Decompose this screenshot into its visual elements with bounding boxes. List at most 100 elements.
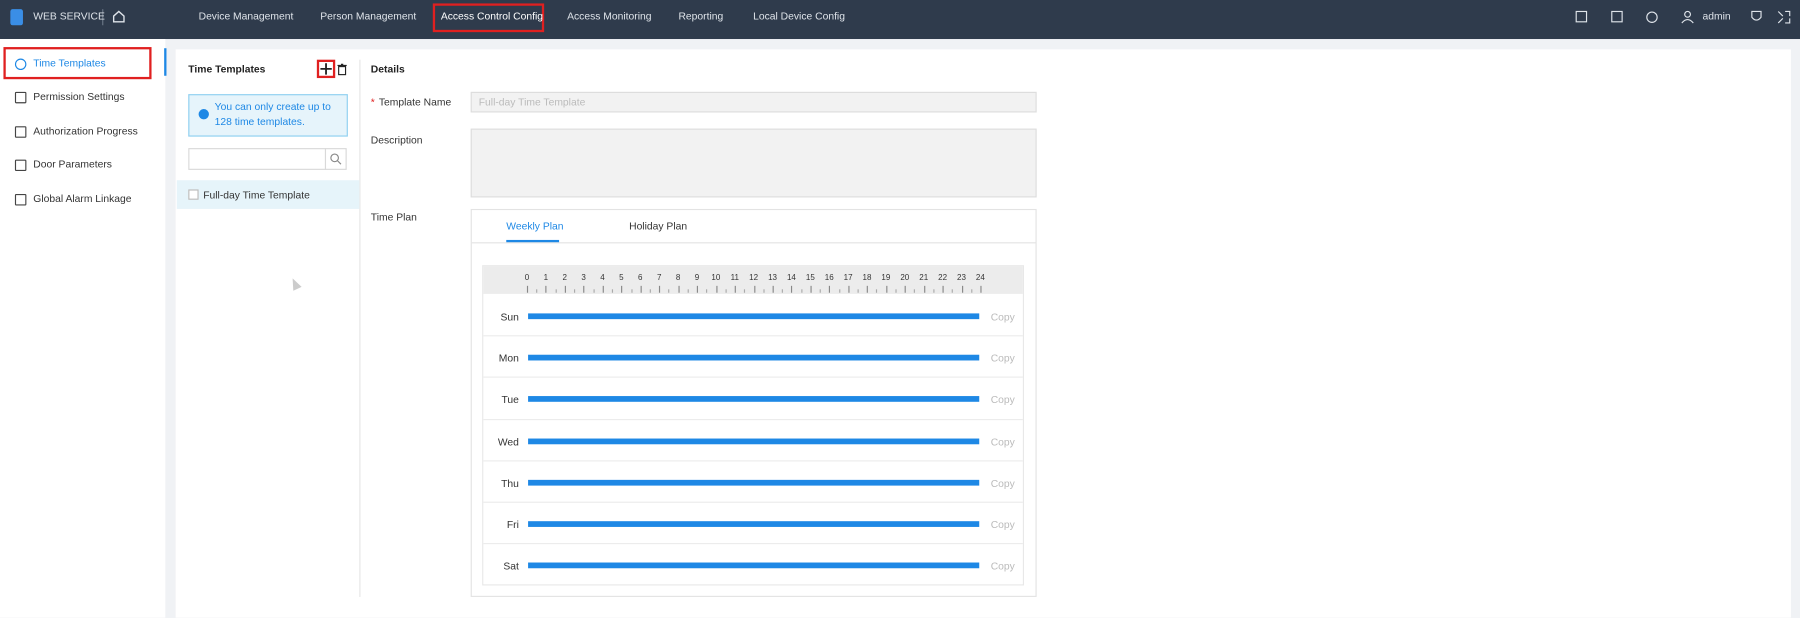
nav-item[interactable]: Device Management: [198, 10, 294, 22]
schedule-bar[interactable]: [528, 479, 980, 486]
notice-box: [188, 94, 348, 137]
field-label: Description: [370, 134, 423, 146]
schedule-grid: [482, 265, 1025, 586]
copy-link[interactable]: Copy: [990, 435, 1015, 448]
copy-link[interactable]: Copy: [990, 477, 1015, 489]
template-actions[interactable]: [320, 63, 348, 76]
nav-item[interactable]: Person Management: [320, 10, 417, 22]
sidebar-item[interactable]: Time Templates: [33, 57, 106, 69]
home-icon[interactable]: [112, 10, 126, 23]
row-divider: [483, 376, 1023, 379]
sidebar-icon: [14, 58, 27, 71]
half-tick: [611, 289, 614, 293]
hour-label: 10: [711, 274, 721, 283]
separator: [102, 9, 104, 26]
sidebar-item[interactable]: Global Alarm Linkage: [33, 192, 132, 205]
highlight-box: [3, 47, 152, 80]
half-tick: [857, 289, 859, 293]
day-label: Sat: [503, 560, 519, 572]
hour-tick: [621, 285, 623, 293]
hour-label: 15: [805, 274, 815, 283]
hour-tick: [659, 285, 661, 293]
schedule-bar[interactable]: [528, 313, 980, 320]
hour-tick: [867, 285, 869, 293]
copy-link[interactable]: Copy: [990, 394, 1015, 406]
half-tick: [819, 289, 821, 293]
hour-label: 1: [543, 274, 549, 283]
nav-item[interactable]: Reporting: [678, 10, 724, 22]
hour-tick: [696, 285, 699, 293]
hour-header: [483, 266, 1023, 294]
hour-label: 11: [730, 274, 739, 283]
highlight-box: [316, 59, 336, 79]
hour-tick: [904, 285, 906, 293]
half-tick: [838, 289, 840, 293]
half-tick: [744, 289, 746, 293]
hour-label: 19: [881, 274, 891, 283]
hour-label: 2: [562, 274, 567, 283]
placeholder: Full-day Time Template: [478, 96, 586, 108]
schedule-bar[interactable]: [528, 562, 980, 569]
schedule-bar[interactable]: [528, 521, 980, 527]
half-tick: [555, 289, 557, 293]
half-tick: [763, 289, 765, 293]
description-input[interactable]: [470, 128, 1037, 198]
sidebar-item[interactable]: Permission Settings: [33, 90, 125, 103]
search-input[interactable]: [188, 148, 347, 170]
hour-tick: [848, 285, 850, 293]
nav-item[interactable]: Local Device Config: [753, 10, 845, 22]
hour-label: 7: [656, 274, 662, 283]
copy-link[interactable]: Copy: [990, 560, 1015, 572]
row-divider: [483, 418, 1023, 420]
hour-tick: [602, 285, 604, 293]
copy-link[interactable]: Copy: [990, 311, 1015, 323]
sidebar-icon: [14, 159, 27, 172]
hour-tick: [583, 285, 585, 293]
info-icon: [198, 109, 209, 120]
copy-link[interactable]: Copy: [990, 352, 1015, 365]
schedule-bar[interactable]: [528, 396, 980, 403]
nav-item[interactable]: Access Control Config: [440, 10, 544, 22]
hour-label: 5: [619, 274, 624, 283]
field-label: Time Plan: [370, 211, 417, 223]
hour-tick: [961, 285, 963, 293]
half-tick: [649, 289, 651, 293]
half-tick: [970, 289, 973, 293]
hour-label: 14: [786, 274, 796, 283]
row-divider: [483, 501, 1023, 503]
search-icon[interactable]: [329, 153, 342, 166]
logo: [10, 9, 23, 26]
nav-item[interactable]: Access Monitoring: [567, 10, 652, 22]
hour-tick: [564, 285, 566, 293]
tab-underline: [506, 239, 560, 243]
sidebar-item[interactable]: Door Parameters: [33, 158, 112, 170]
brand: WEB SERVICE: [33, 10, 105, 22]
template-item[interactable]: Full-day Time Template: [203, 189, 310, 201]
checkbox[interactable]: [188, 189, 199, 200]
hour-label: 3: [581, 274, 586, 283]
hour-label: 9: [694, 274, 700, 283]
half-tick: [725, 289, 727, 293]
hour-tick: [810, 285, 812, 293]
list-item-bg[interactable]: [176, 180, 360, 209]
template-name-input[interactable]: [470, 91, 1037, 113]
day-label: Thu: [501, 477, 519, 489]
tab[interactable]: Weekly Plan: [506, 220, 564, 232]
tab[interactable]: Holiday Plan: [629, 220, 688, 232]
sidebar-item[interactable]: Authorization Progress: [33, 125, 138, 137]
half-tick: [593, 289, 595, 293]
hour-label: 24: [975, 274, 985, 283]
half-tick: [914, 289, 916, 293]
notice: You can only create up to 128 time templ…: [214, 101, 331, 128]
schedule-bar[interactable]: [528, 354, 980, 361]
copy-link[interactable]: Copy: [990, 518, 1015, 531]
hour-tick: [753, 285, 755, 293]
hour-label: 0: [524, 274, 530, 283]
hour-tick: [829, 285, 831, 293]
row-divider: [483, 543, 1023, 545]
schedule-bar[interactable]: [528, 438, 980, 444]
user-name[interactable]: admin: [1702, 10, 1731, 22]
day-label: Wed: [497, 435, 519, 448]
highlight-box: [432, 3, 545, 33]
hour-tick: [942, 285, 944, 293]
